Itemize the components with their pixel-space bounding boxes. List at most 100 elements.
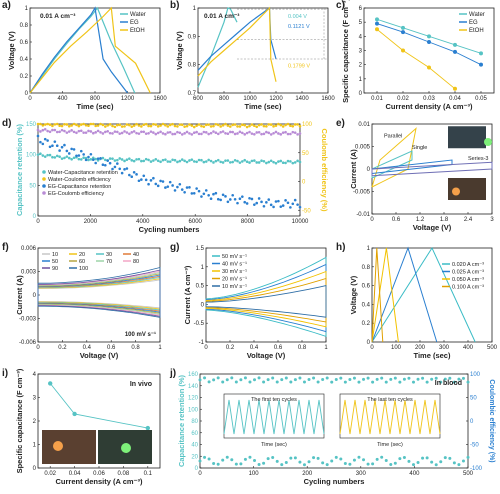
data-point	[113, 130, 117, 133]
data-point	[250, 159, 254, 163]
data-point	[281, 161, 285, 165]
data-point	[63, 122, 66, 126]
data-point	[111, 167, 114, 171]
data-point	[221, 380, 225, 384]
chart-d: 0 2000 4000 6000 8000 10000 0 50 100 150 Cycling n…	[15, 122, 329, 234]
legend-label: 10	[52, 252, 58, 258]
y-tick-label: 0.2	[362, 321, 371, 327]
data-point	[154, 182, 158, 186]
data-point	[89, 152, 93, 156]
data-point	[250, 132, 254, 135]
data-point	[274, 161, 278, 165]
y-tick-label: 0	[25, 91, 29, 97]
x-tick-label: 0.03	[423, 96, 435, 102]
data-point	[257, 131, 261, 134]
y-tick-label: 1.5	[196, 246, 205, 252]
data-point	[430, 377, 434, 381]
data-point	[192, 192, 196, 195]
y-tick-label: 160	[188, 372, 199, 378]
data-point	[39, 152, 42, 156]
data-point	[260, 200, 263, 204]
drop-label: 0.004 V	[288, 14, 307, 20]
data-point	[46, 139, 49, 142]
data-point	[343, 462, 347, 466]
y-axis-label: Current (A)	[15, 275, 24, 315]
data-point	[271, 376, 275, 380]
data-point	[72, 411, 77, 417]
data-point	[224, 131, 227, 135]
data-point	[204, 123, 208, 127]
data-point	[243, 200, 247, 204]
data-point	[60, 128, 64, 132]
data-point	[159, 130, 162, 134]
data-point	[108, 157, 112, 160]
data-point	[269, 203, 273, 207]
data-point	[296, 159, 299, 163]
data-point	[307, 378, 311, 382]
data-point	[425, 456, 429, 460]
data-point	[183, 132, 186, 135]
data-point	[407, 459, 411, 463]
data-point	[156, 131, 160, 135]
y-tick-label: -0.01	[356, 212, 370, 218]
data-point	[130, 159, 134, 162]
data-point	[221, 193, 225, 197]
x-tick-label: 1.2	[416, 217, 425, 223]
data-point	[36, 153, 40, 156]
data-point	[132, 130, 136, 133]
legend-label: EG	[130, 20, 139, 26]
data-point	[183, 159, 186, 163]
legend-marker	[42, 170, 46, 174]
data-point	[149, 179, 153, 182]
annotation: In blood	[435, 380, 462, 387]
y-axis-label: Specific capacitance (F cm⁻³)	[341, 0, 350, 103]
data-point	[231, 123, 234, 127]
data-point	[130, 175, 134, 179]
data-point	[274, 130, 278, 134]
x-axis-label: Time (sec)	[245, 102, 282, 111]
y-tick-label: 120	[188, 396, 199, 402]
data-point	[51, 155, 54, 159]
curve-label: Series-3	[468, 156, 488, 162]
y-axis-label: Voltage (V)	[175, 31, 184, 70]
data-point	[65, 123, 69, 126]
data-point	[293, 123, 297, 126]
data-point	[262, 132, 266, 136]
data-point	[334, 455, 338, 459]
data-point	[286, 122, 290, 126]
data-point	[171, 184, 174, 187]
data-point	[188, 132, 191, 135]
data-point	[325, 463, 329, 467]
data-point	[228, 198, 232, 201]
data-point	[253, 203, 256, 206]
x-axis-label: Cycling numbers	[304, 477, 365, 486]
data-point	[216, 132, 220, 136]
data-point	[58, 130, 61, 134]
data-point	[352, 458, 356, 462]
data-point	[140, 125, 143, 128]
data-point	[108, 131, 112, 135]
panel-d: d) 0 2000 4000 6000 8000 10000 0 50 100 150 Cycling…	[0, 118, 334, 242]
photo-orange-led	[42, 430, 96, 464]
data-point	[371, 380, 375, 384]
x-tick-label: 1200	[269, 96, 283, 102]
series-line-etoh	[376, 28, 456, 90]
data-point	[132, 124, 136, 127]
y-tick-label: 20	[191, 454, 198, 460]
data-point	[216, 158, 220, 162]
data-point	[253, 124, 256, 128]
data-point	[36, 128, 40, 132]
data-point	[51, 144, 54, 148]
data-point	[221, 161, 225, 164]
x-tick-label: 0.6	[107, 345, 116, 351]
y-tick-label: 0	[33, 466, 37, 472]
x-tick-label: 400	[409, 471, 420, 477]
y-tick-label: -0.5	[194, 321, 205, 327]
y-tick-label: 0	[33, 293, 37, 299]
y-axis-label: Current (A cm⁻³)	[183, 265, 192, 324]
data-point	[281, 125, 285, 128]
data-point	[281, 131, 285, 134]
panel-g: g) 0 0.2 0.4 0.6 0.8 1 -1 -0.5 0 0.5 1 1.5 Voltage (V…	[168, 242, 334, 368]
inset-frame	[339, 393, 441, 439]
data-point	[257, 462, 261, 466]
